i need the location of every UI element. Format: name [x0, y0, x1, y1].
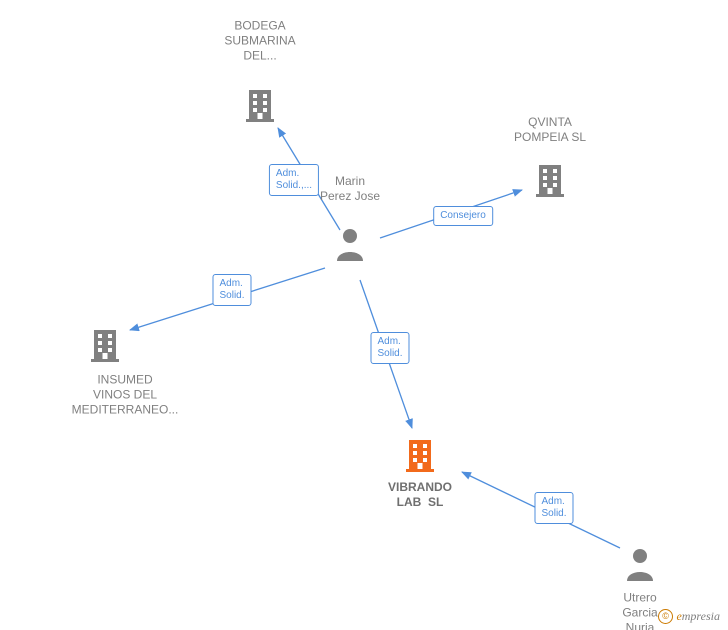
edge-label[interactable]: Adm. Solid. — [370, 332, 409, 364]
edge-label[interactable]: Adm. Solid. — [534, 492, 573, 524]
person-icon — [334, 227, 366, 261]
node-label: BODEGA SUBMARINA DEL... — [224, 19, 295, 64]
edges-layer — [0, 0, 728, 630]
node-label: VIBRANDO LAB SL — [388, 480, 452, 510]
edge-label[interactable]: Consejero — [433, 206, 493, 226]
building-icon — [242, 86, 278, 122]
building-icon — [87, 326, 123, 362]
copyright-symbol: © — [658, 609, 673, 624]
person-icon — [624, 547, 656, 581]
brand-rest: mpresia — [682, 609, 720, 623]
node-label: QVINTA POMPEIA SL — [514, 115, 586, 145]
node-label: Utrero Garcia Nuria — [622, 591, 657, 630]
edge-label[interactable]: Adm. Solid.,... — [269, 164, 319, 196]
node-label: INSUMED VINOS DEL MEDITERRANEO... — [72, 373, 179, 418]
node-insumed[interactable]: INSUMED VINOS DEL MEDITERRANEO... — [87, 326, 123, 364]
building-icon — [532, 161, 568, 197]
node-bodega[interactable]: BODEGA SUBMARINA DEL... — [242, 86, 278, 124]
node-label: Marin Perez Jose — [320, 174, 380, 204]
node-qvinta[interactable]: QVINTA POMPEIA SL — [532, 161, 568, 199]
node-utrero[interactable]: Utrero Garcia Nuria — [624, 547, 656, 583]
node-marin[interactable]: Marin Perez Jose — [334, 227, 366, 263]
node-vibrando[interactable]: VIBRANDO LAB SL — [402, 436, 438, 474]
network-canvas: Marin Perez Jose BODEGA SUBMARINA DEL...… — [0, 0, 728, 630]
watermark: © empresia — [658, 609, 720, 624]
building-icon — [402, 436, 438, 472]
edge-label[interactable]: Adm. Solid. — [212, 274, 251, 306]
